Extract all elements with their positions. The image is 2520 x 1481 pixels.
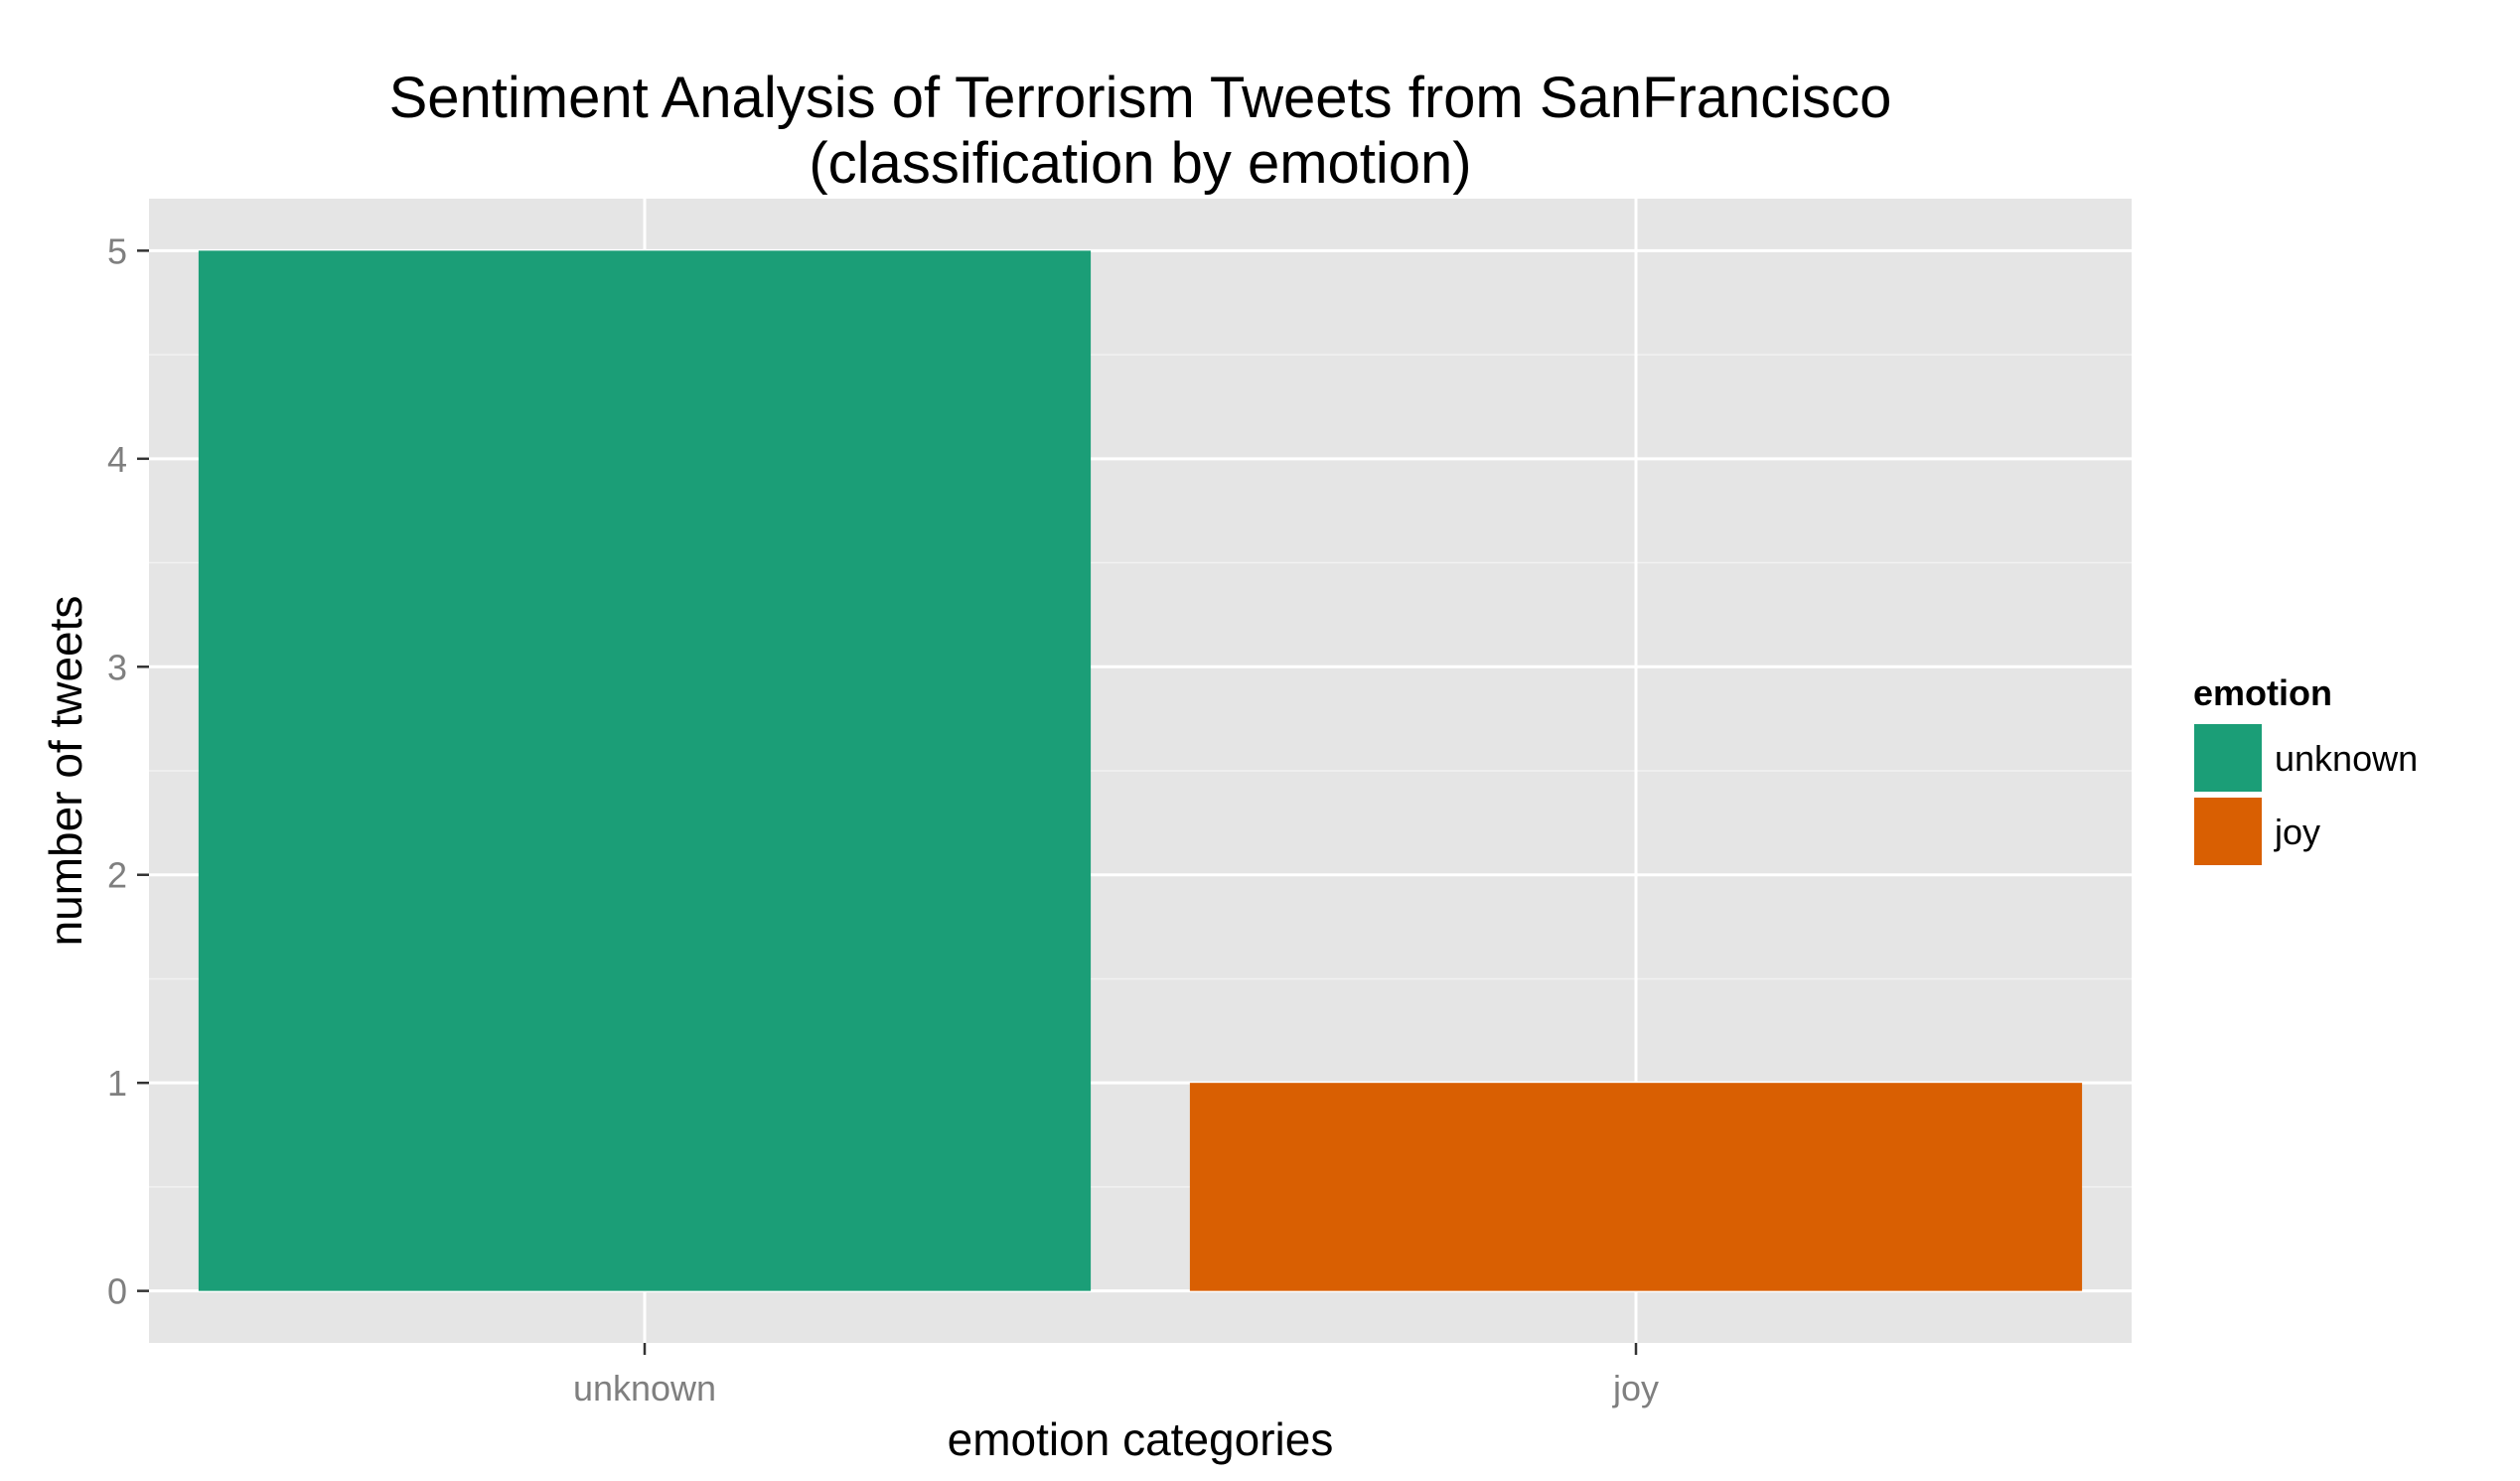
y-tick-label: 2 — [107, 855, 127, 896]
x-axis: unknown joy — [573, 1343, 1659, 1408]
x-axis-title: emotion categories — [948, 1413, 1334, 1465]
legend-label-joy: joy — [2274, 812, 2320, 852]
legend-title: emotion — [2193, 672, 2332, 713]
y-tick-label: 4 — [107, 439, 127, 480]
legend-key-joy — [2192, 796, 2264, 867]
y-tick-label: 3 — [107, 647, 127, 687]
y-tick-label: 0 — [107, 1271, 127, 1312]
legend-items: unknown joy — [2192, 722, 2418, 867]
y-tick-label: 1 — [107, 1063, 127, 1104]
bars — [198, 250, 2083, 1291]
chart-title: Sentiment Analysis of Terrorism Tweets f… — [389, 66, 1892, 130]
y-axis: 0 1 2 3 4 5 — [107, 230, 149, 1312]
legend-label-unknown: unknown — [2275, 738, 2418, 779]
legend: emotion unknown joy — [2192, 672, 2418, 867]
bar-unknown — [198, 250, 1092, 1291]
y-tick-label: 5 — [107, 230, 127, 271]
x-tick-label: joy — [1612, 1368, 1659, 1408]
legend-key-unknown — [2192, 722, 2264, 794]
y-axis-title: number of tweets — [40, 596, 91, 947]
chart-subtitle: (classification by emotion) — [809, 131, 1471, 196]
bar-joy — [1189, 1083, 2083, 1291]
x-tick-label: unknown — [573, 1368, 716, 1408]
